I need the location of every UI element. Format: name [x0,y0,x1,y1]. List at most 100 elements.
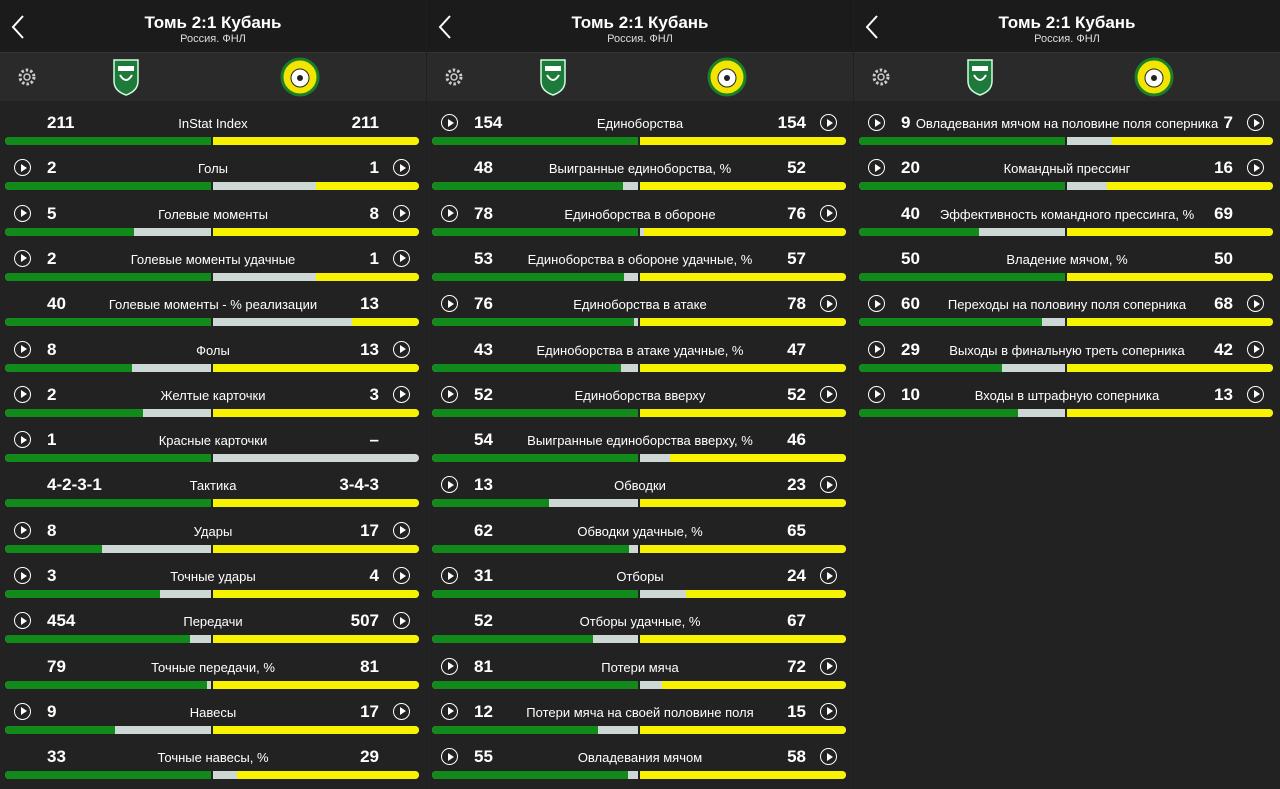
video-button[interactable] [393,340,410,358]
video-button[interactable] [441,567,458,584]
video-button[interactable] [1247,340,1264,358]
video-button[interactable] [14,702,31,720]
video-button[interactable] [1247,114,1264,131]
bar-divider [1065,363,1067,372]
bar-divider [211,635,213,644]
stat-label: Единоборства вверху [574,387,706,403]
home-value: 53 [474,248,493,268]
home-value: 81 [474,656,493,676]
video-button[interactable] [14,431,31,449]
back-button[interactable] [864,14,880,40]
away-bar [639,272,846,281]
video-button[interactable] [393,612,410,630]
header: Томь 2:1 Кубань Россия. ФНЛ [427,0,853,52]
video-button[interactable] [820,114,837,131]
comparison-bar [5,227,419,236]
bar-divider [211,182,213,191]
comparison-bar [432,408,846,417]
video-button[interactable] [14,567,31,584]
home-logo [967,59,993,96]
video-button[interactable] [820,702,837,720]
stat-label: Точные передачи, % [151,659,275,675]
home-value: 31 [474,566,493,585]
video-button[interactable] [393,385,410,403]
video-button[interactable] [14,385,31,403]
video-button[interactable] [393,702,410,720]
video-button[interactable] [441,702,458,720]
video-button[interactable] [441,295,458,313]
settings-icon[interactable] [444,67,464,87]
video-button[interactable] [393,159,410,177]
video-button[interactable] [393,204,410,222]
home-bar [432,227,639,236]
home-bar [859,318,1042,327]
stat-label: Передачи [183,614,243,630]
video-button[interactable] [14,159,31,177]
video-button[interactable] [820,385,837,403]
back-button[interactable] [10,14,26,40]
comparison-bar [432,318,846,327]
video-button[interactable] [441,657,458,675]
away-value: 24 [787,566,806,585]
comparison-bar [432,272,846,281]
video-button[interactable] [868,385,885,403]
home-bar [859,182,1066,191]
video-button[interactable] [820,295,837,313]
video-button[interactable] [820,204,837,222]
bar-divider [211,544,213,553]
video-button[interactable] [14,249,31,267]
back-button[interactable] [437,14,453,40]
home-bar [432,499,549,508]
video-button[interactable] [14,612,31,630]
away-value: 50 [1214,248,1233,268]
comparison-bar [432,590,846,598]
away-bar [212,499,419,508]
video-button[interactable] [393,249,410,267]
header: Томь 2:1 Кубань Россия. ФНЛ [0,0,426,52]
settings-icon[interactable] [17,67,37,87]
video-button[interactable] [14,521,31,539]
home-value: 9 [901,113,911,132]
home-bar [859,227,979,236]
video-button[interactable] [868,159,885,177]
video-button[interactable] [1247,295,1264,313]
video-button[interactable] [393,567,410,584]
video-button[interactable] [820,567,837,584]
stat-label: Отборы [616,569,664,584]
video-button[interactable] [14,204,31,222]
video-button[interactable] [820,748,837,766]
video-button[interactable] [441,748,458,766]
home-value: 20 [901,158,920,178]
video-button[interactable] [820,657,837,675]
home-bar [5,725,115,734]
home-bar [5,318,212,327]
home-value: 52 [474,611,493,631]
stat-label: Выигранные единоборства вверху, % [527,433,753,449]
video-button[interactable] [1247,159,1264,177]
video-button[interactable] [868,340,885,358]
home-bar [5,771,212,780]
bar-divider [211,137,213,145]
stat-label: Точные навесы, % [157,750,269,766]
video-button[interactable] [441,385,458,403]
video-button[interactable] [441,204,458,222]
home-value: 79 [47,656,66,676]
video-button[interactable] [441,476,458,494]
bar-divider [1065,318,1067,327]
video-button[interactable] [868,114,885,131]
away-value: 1 [369,158,379,178]
video-button[interactable] [441,114,458,131]
bar-divider [638,544,640,553]
comparison-bar [859,137,1273,145]
video-button[interactable] [1247,385,1264,403]
bar-divider [1065,227,1067,236]
away-value: 211 [351,113,379,132]
video-button[interactable] [393,521,410,539]
video-button[interactable] [14,340,31,358]
bar-divider [211,318,213,327]
comparison-bar [5,408,419,417]
away-bar [212,590,419,598]
video-button[interactable] [868,295,885,313]
video-button[interactable] [820,476,837,494]
settings-icon[interactable] [871,67,891,87]
